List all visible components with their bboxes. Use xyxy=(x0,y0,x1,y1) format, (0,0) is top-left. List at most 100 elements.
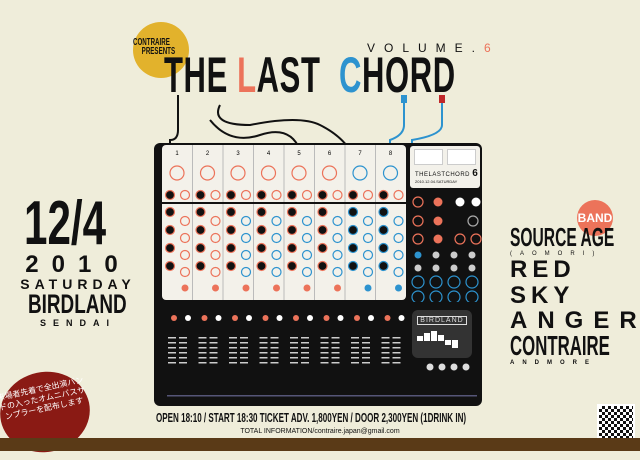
knob xyxy=(317,242,328,254)
fader-mark xyxy=(259,357,268,359)
knob xyxy=(240,189,252,201)
knob xyxy=(362,249,374,261)
event-times: OPEN 18:10 / START 18:30 TICKET ADV. 1,8… xyxy=(156,410,467,425)
fader-mark xyxy=(351,362,359,364)
knob xyxy=(447,290,461,304)
band-red-sky: RED SKY xyxy=(510,256,576,309)
mute-button xyxy=(395,284,402,292)
fader-mark xyxy=(168,342,176,344)
band-origin: (AOMORI) xyxy=(510,251,603,257)
fader-mark xyxy=(198,337,207,339)
fader-mark xyxy=(351,347,359,349)
knob xyxy=(240,215,252,227)
year: 2010 xyxy=(25,251,131,278)
knob xyxy=(256,206,267,218)
fader-mark xyxy=(351,337,359,339)
presenter-circle xyxy=(133,22,189,78)
contact-info: TOTAL INFORMATION/contraire.japan@gmail.… xyxy=(240,428,400,435)
master-button xyxy=(462,363,470,371)
fader-mark xyxy=(229,362,237,364)
knob xyxy=(450,264,458,272)
channel-select xyxy=(354,315,360,321)
fader-mark xyxy=(198,357,207,359)
channel-select xyxy=(368,315,374,321)
fader-mark xyxy=(259,347,268,349)
knob xyxy=(225,242,237,254)
knob xyxy=(240,266,252,278)
channel-select xyxy=(171,315,177,321)
knob xyxy=(433,197,443,207)
mute-button xyxy=(242,284,250,292)
bottom-bar xyxy=(0,438,640,451)
date: 12/4 xyxy=(24,189,107,258)
knob xyxy=(286,242,298,254)
knob xyxy=(332,266,343,278)
knob xyxy=(271,215,282,227)
knob xyxy=(286,224,298,236)
knob xyxy=(433,234,443,244)
fader-section xyxy=(162,305,482,405)
fader-mark xyxy=(229,352,237,354)
knob xyxy=(271,249,282,261)
knob xyxy=(347,260,359,272)
knob xyxy=(393,249,404,261)
weekday: SATURDAY xyxy=(20,276,136,292)
gain-knob xyxy=(199,165,216,181)
knob xyxy=(317,224,328,236)
channel-number: 4 xyxy=(267,151,271,157)
knob xyxy=(256,224,267,236)
fader-mark xyxy=(381,357,390,359)
knob xyxy=(468,264,476,272)
knob xyxy=(332,249,343,261)
channel-select xyxy=(307,315,313,321)
knob xyxy=(378,260,389,272)
knob xyxy=(468,251,476,259)
knob xyxy=(347,189,359,201)
channel-select xyxy=(276,315,283,321)
knob xyxy=(393,266,404,278)
fader-mark xyxy=(381,352,390,354)
knob xyxy=(195,242,206,254)
fader-mark xyxy=(290,362,298,364)
channel-strips: 1 2 3 4 5 6 7 8 xyxy=(162,145,406,300)
knob xyxy=(362,189,374,201)
fader-mark xyxy=(198,347,207,349)
mute-button xyxy=(273,284,280,292)
band-contraire: CONTRAIRE xyxy=(510,330,610,361)
knob xyxy=(210,249,221,261)
knob xyxy=(393,232,404,244)
fader-mark xyxy=(168,357,176,359)
fader-mark xyxy=(320,352,329,354)
channel-select xyxy=(185,315,191,321)
fader-mark xyxy=(320,347,329,349)
knob xyxy=(332,189,343,201)
knob xyxy=(195,189,206,201)
knob xyxy=(455,197,465,207)
knob xyxy=(465,290,479,304)
knob xyxy=(471,197,481,207)
knob xyxy=(164,260,176,272)
fader-mark xyxy=(351,342,359,344)
knob xyxy=(271,232,282,244)
gain-knob xyxy=(352,165,368,181)
venue-display: BIRDLAND xyxy=(412,310,472,358)
knob xyxy=(256,242,267,254)
knob xyxy=(210,266,221,278)
knob xyxy=(317,206,328,218)
knob xyxy=(225,260,237,272)
knob xyxy=(467,215,479,227)
knob xyxy=(301,232,313,244)
fader-mark xyxy=(229,357,237,359)
channel-select xyxy=(384,315,391,321)
knob xyxy=(271,189,282,201)
knob xyxy=(301,215,313,227)
fader-mark xyxy=(290,357,298,359)
channel-number: 1 xyxy=(175,151,179,157)
fader-mark xyxy=(320,357,329,359)
knob xyxy=(225,189,237,201)
band-badge: BAND xyxy=(577,200,613,236)
channel-select xyxy=(398,315,405,321)
qr-code[interactable] xyxy=(597,404,635,442)
knob xyxy=(179,232,191,244)
knob xyxy=(317,189,328,201)
